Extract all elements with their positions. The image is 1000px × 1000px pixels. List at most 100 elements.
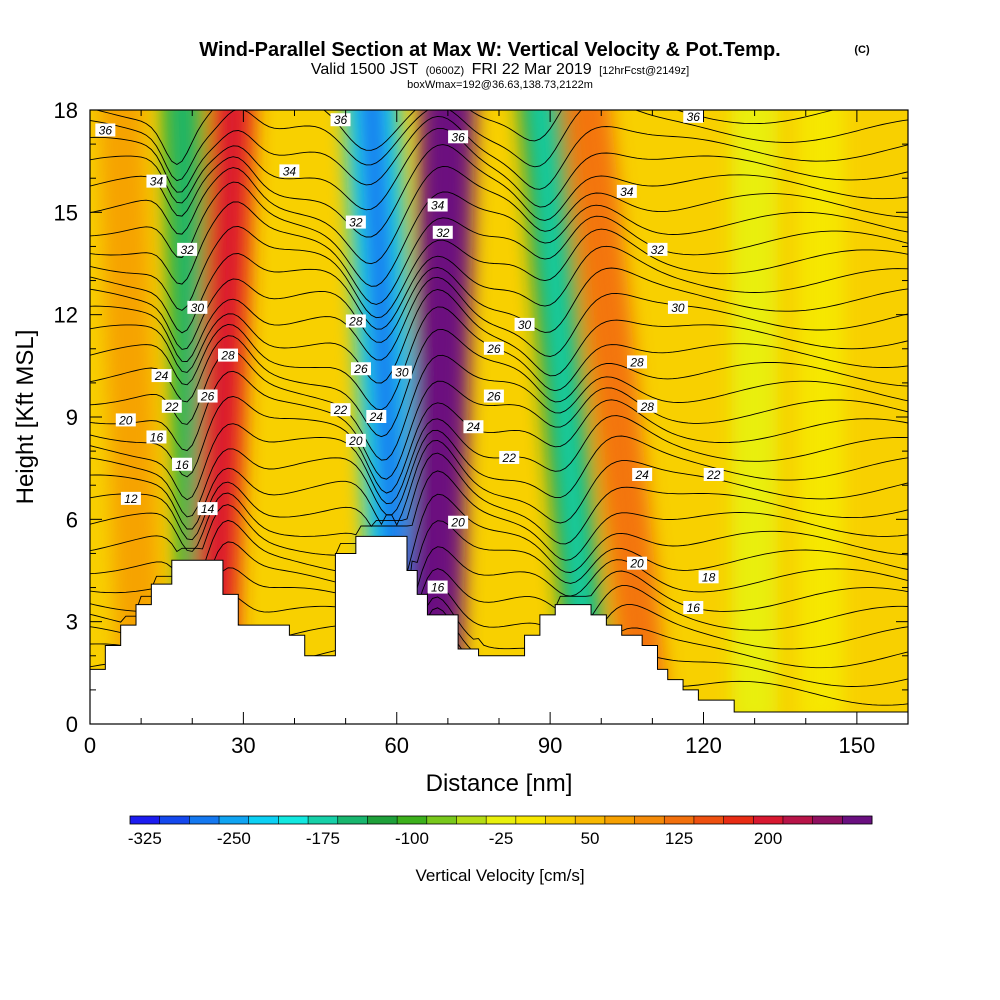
isentrope-label-text: 36 [99,123,113,137]
isentrope-label-text: 34 [431,199,445,213]
colorbar-swatch [397,816,427,824]
isentrope-label-text: 20 [348,434,363,448]
isentrope-label: 20 [448,516,468,530]
isentrope-label: 32 [346,216,366,230]
colorbar-swatch [783,816,813,824]
colorbar-swatch [753,816,783,824]
isentrope-label: 28 [346,314,366,328]
isentrope-label-text: 30 [518,318,532,332]
colorbar-swatch [160,816,190,824]
isentrope-label-text: 16 [150,430,164,444]
subtitle-valid: Valid 1500 JST [311,61,419,78]
colorbar-label: -25 [489,829,514,848]
colorbar-swatch [249,816,279,824]
isentrope-label: 12 [121,492,141,506]
colorbar-label: 200 [754,829,782,848]
isentrope-label-text: 30 [671,301,685,315]
subtitle-date: FRI 22 Mar 2019 [472,61,592,78]
y-axis-title: Height [Kft MSL] [12,330,39,505]
isentrope-label-text: 24 [466,420,481,434]
colorbar-title: Vertical Velocity [cm/s] [415,866,584,885]
y-tick-label: 3 [66,610,78,635]
isentrope-label-text: 22 [333,403,348,417]
colorbar-swatch [367,816,397,824]
isentrope-label: 24 [463,420,483,434]
isentrope-label-text: 14 [201,502,215,516]
colorbar-label: -175 [306,829,340,848]
isentrope-label-text: 20 [118,413,133,427]
colorbar-swatch [605,816,635,824]
isentrope-label: 30 [515,318,535,332]
x-tick-label: 90 [538,733,562,758]
figure: Wind-Parallel Section at Max W: Vertical… [0,0,1000,1000]
y-tick-label: 18 [54,98,78,123]
y-tick-label: 12 [54,303,78,328]
isentrope-label: 32 [433,226,453,240]
isentrope-label: 32 [647,243,667,257]
isentrope-label-text: 12 [124,492,138,506]
isentrope-label: 16 [683,601,703,615]
chart-title: Wind-Parallel Section at Max W: Vertical… [199,39,780,61]
isentrope-label-text: 30 [191,301,205,315]
isentrope-label: 16 [428,581,448,595]
isentrope-label: 26 [198,390,218,404]
colorbar-label: -100 [395,829,429,848]
colorbar-label: 125 [665,829,693,848]
colorbar-swatch [456,816,486,824]
isentrope-label: 34 [617,185,637,199]
colorbar-swatch [635,816,665,824]
isentrope-label: 36 [683,110,703,124]
colorbar-swatch [308,816,338,824]
chart-subtitle: Valid 1500 JST (0600Z) FRI 22 Mar 2019 [… [311,61,689,78]
x-tick-label: 60 [385,733,409,758]
isentrope-label: 14 [198,502,218,516]
isentrope-label: 34 [279,164,299,178]
chart-subtitle-2: boxWmax=192@36.63,138.73,2122m [407,79,593,91]
isentrope-label: 30 [392,366,412,380]
isentrope-label: 24 [366,410,386,424]
plot-area: 12 14 16 16 16 16 18 20 20 20 20 22 22 22 22 24 24 24 24 26… [90,78,908,759]
isentrope-label-text: 22 [502,451,517,465]
colorbar-swatch [694,816,724,824]
isentrope-label-text: 36 [687,110,701,124]
colorbar-swatch [130,816,160,824]
isentrope-label: 32 [177,243,197,257]
isentrope-label: 22 [499,451,519,465]
isentrope-label: 24 [632,468,652,482]
isentrope-label-text: 26 [486,390,501,404]
colorbar-swatch [338,816,368,824]
isentrope-label-text: 36 [451,130,465,144]
chart-title-mark: (C) [854,44,870,56]
isentrope-label-text: 32 [436,226,450,240]
isentrope-label-text: 26 [353,362,368,376]
isentrope-label: 28 [218,349,238,363]
isentrope-label-text: 32 [349,216,363,230]
isentrope-label-text: 22 [706,468,721,482]
isentrope-label-text: 30 [395,366,409,380]
colorbar-label: 50 [581,829,600,848]
isentrope-label-text: 16 [431,581,445,595]
isentrope-label-text: 28 [348,314,363,328]
y-tick-label: 9 [66,405,78,430]
x-tick-label: 30 [231,733,255,758]
isentrope-label: 36 [448,130,468,144]
isentrope-label-text: 20 [450,516,465,530]
isentrope-label: 30 [187,301,207,315]
isentrope-label: 16 [146,430,166,444]
x-tick-label: 0 [84,733,96,758]
isentrope-label-text: 28 [640,400,655,414]
isentrope-label-text: 28 [629,355,644,369]
isentrope-label: 30 [668,301,688,315]
colorbar-swatch [278,816,308,824]
colorbar-swatch [575,816,605,824]
y-tick-label: 6 [66,507,78,532]
y-tick-label: 0 [66,712,78,737]
colorbar-swatch [427,816,457,824]
x-axis-title: Distance [nm] [426,770,573,797]
colorbar-swatch [486,816,516,824]
isentrope-label: 18 [699,570,719,584]
y-tick-label: 15 [54,200,78,225]
subtitle-forecast: [12hrFcst@2149z] [599,65,689,77]
x-tick-label: 150 [839,733,876,758]
isentrope-label-text: 32 [180,243,194,257]
